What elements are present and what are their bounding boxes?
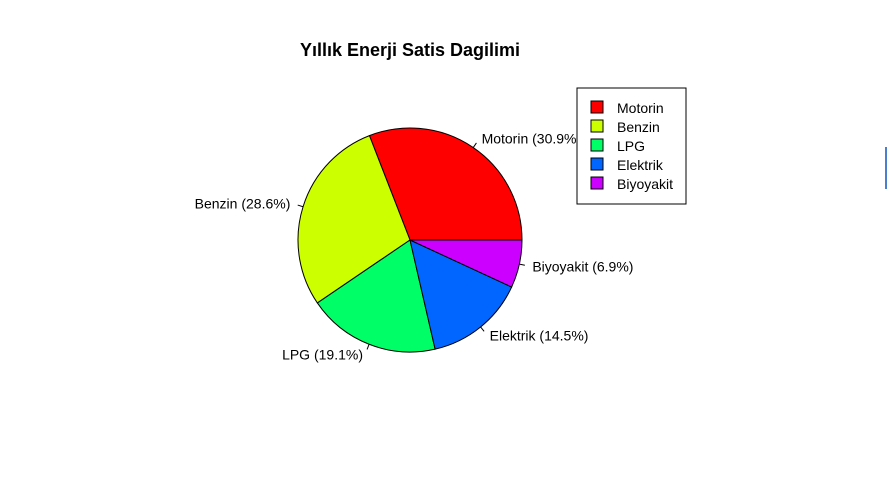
legend-swatch-elektrik (590, 157, 604, 171)
slice-label-elektrik: Elektrik (14.5%) (490, 328, 589, 344)
window-edge-scrollbar (885, 147, 887, 189)
legend-swatch-motorin (590, 100, 604, 114)
legend-label-elektrik: Elektrik (617, 157, 664, 173)
pie-slice-benzin (297, 134, 411, 304)
legend: Motorin Benzin LPG Elektrik Biyoyakit (576, 87, 687, 205)
label-tick-biyoyakit (519, 263, 525, 266)
legend-swatch-biyoyakit (590, 176, 604, 190)
label-tick-benzin (297, 204, 304, 208)
pie-slice-biyoyakit (409, 239, 523, 288)
pie-slices (297, 127, 523, 353)
slice-label-motorin: Motorin (30.9%) (482, 130, 582, 146)
legend-label-benzin: Benzin (617, 119, 660, 135)
pie-slice-motorin (368, 127, 523, 241)
slice-label-benzin: Benzin (28.6%) (195, 195, 291, 211)
legend-label-motorin: Motorin (617, 100, 664, 116)
slice-label-lpg: LPG (19.1%) (282, 347, 363, 363)
chart-title: Yıllık Enerji Satis Dagilimi (300, 40, 520, 60)
label-tick-motorin (472, 142, 477, 148)
legend-label-lpg: LPG (617, 138, 645, 154)
legend-swatch-benzin (590, 119, 604, 133)
label-tick-lpg (366, 344, 370, 350)
legend-swatch-lpg (590, 138, 604, 152)
label-tick-elektrik (480, 326, 485, 332)
legend-label-biyoyakit: Biyoyakit (617, 176, 673, 192)
pie-labels: Motorin (30.9%) Benzin (28.6%) LPG (19.1%)… (195, 130, 634, 362)
slice-label-biyoyakit: Biyoyakit (6.9%) (532, 259, 633, 275)
